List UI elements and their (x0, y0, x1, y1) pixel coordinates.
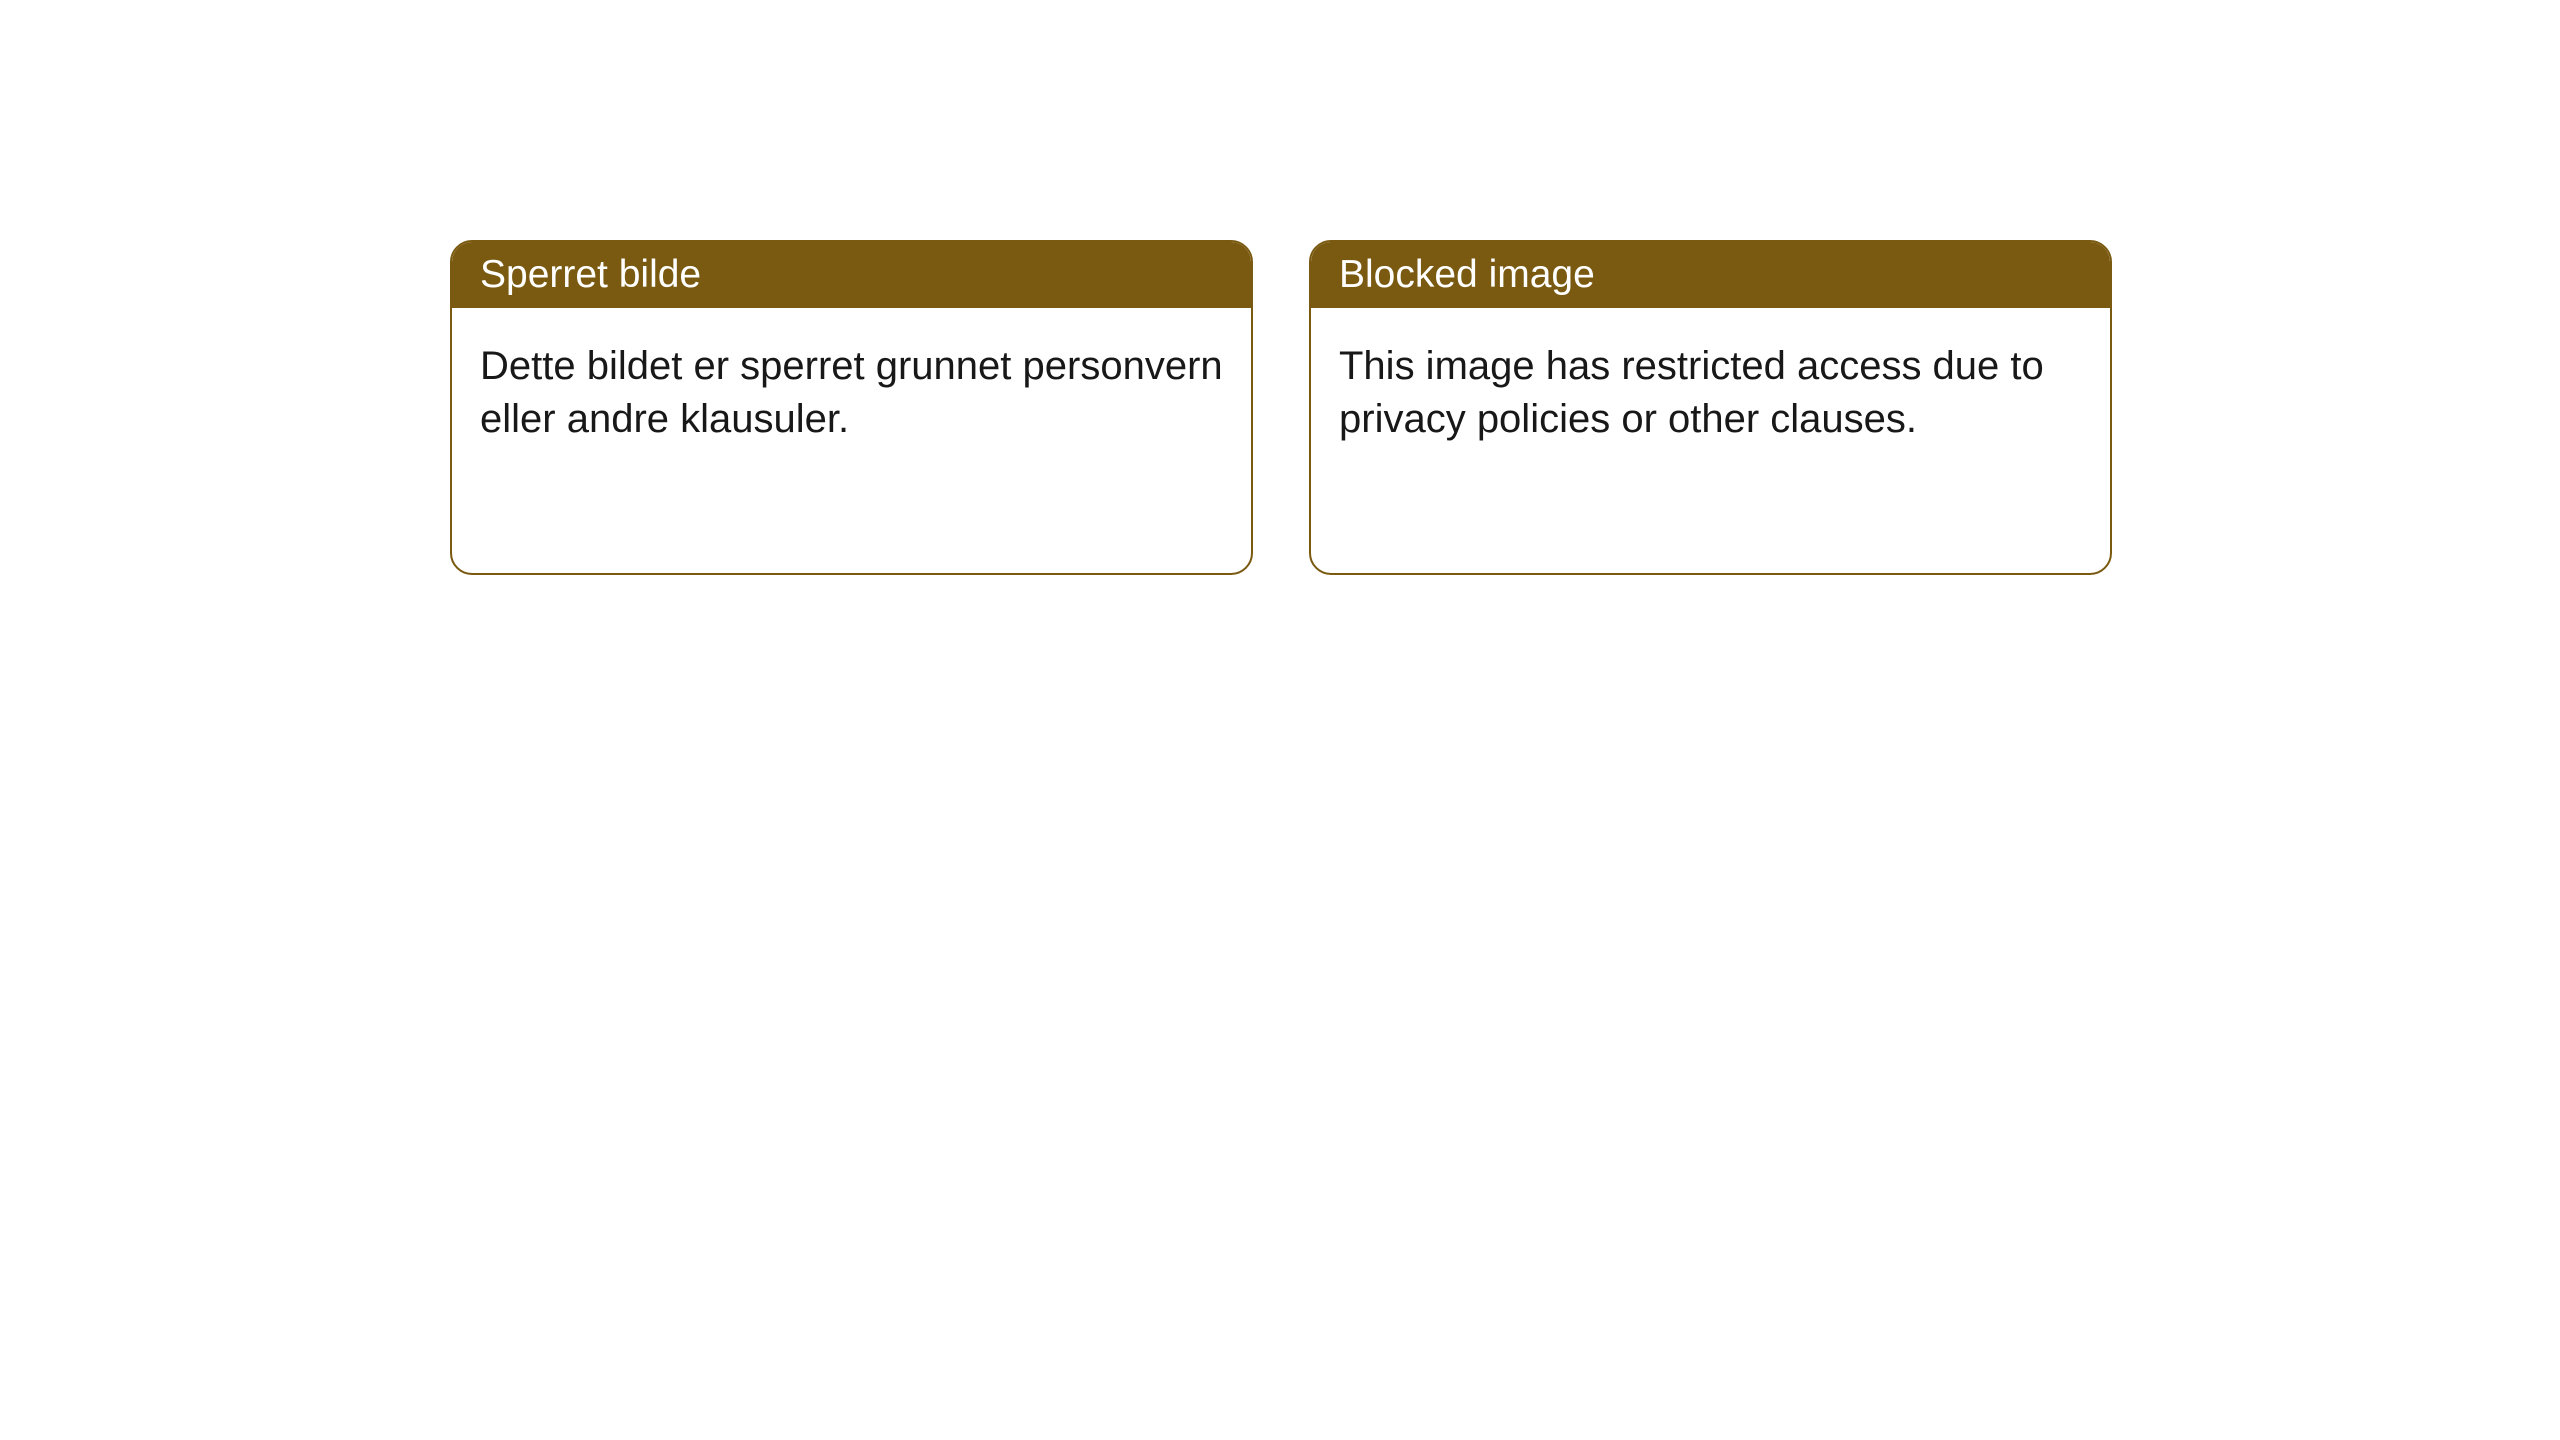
notice-body-norwegian: Dette bildet er sperret grunnet personve… (452, 308, 1251, 478)
notice-body-english: This image has restricted access due to … (1311, 308, 2110, 478)
notice-cards-container: Sperret bilde Dette bildet er sperret gr… (450, 240, 2112, 575)
notice-card-english: Blocked image This image has restricted … (1309, 240, 2112, 575)
notice-title-norwegian: Sperret bilde (452, 242, 1251, 308)
notice-title-english: Blocked image (1311, 242, 2110, 308)
notice-card-norwegian: Sperret bilde Dette bildet er sperret gr… (450, 240, 1253, 575)
